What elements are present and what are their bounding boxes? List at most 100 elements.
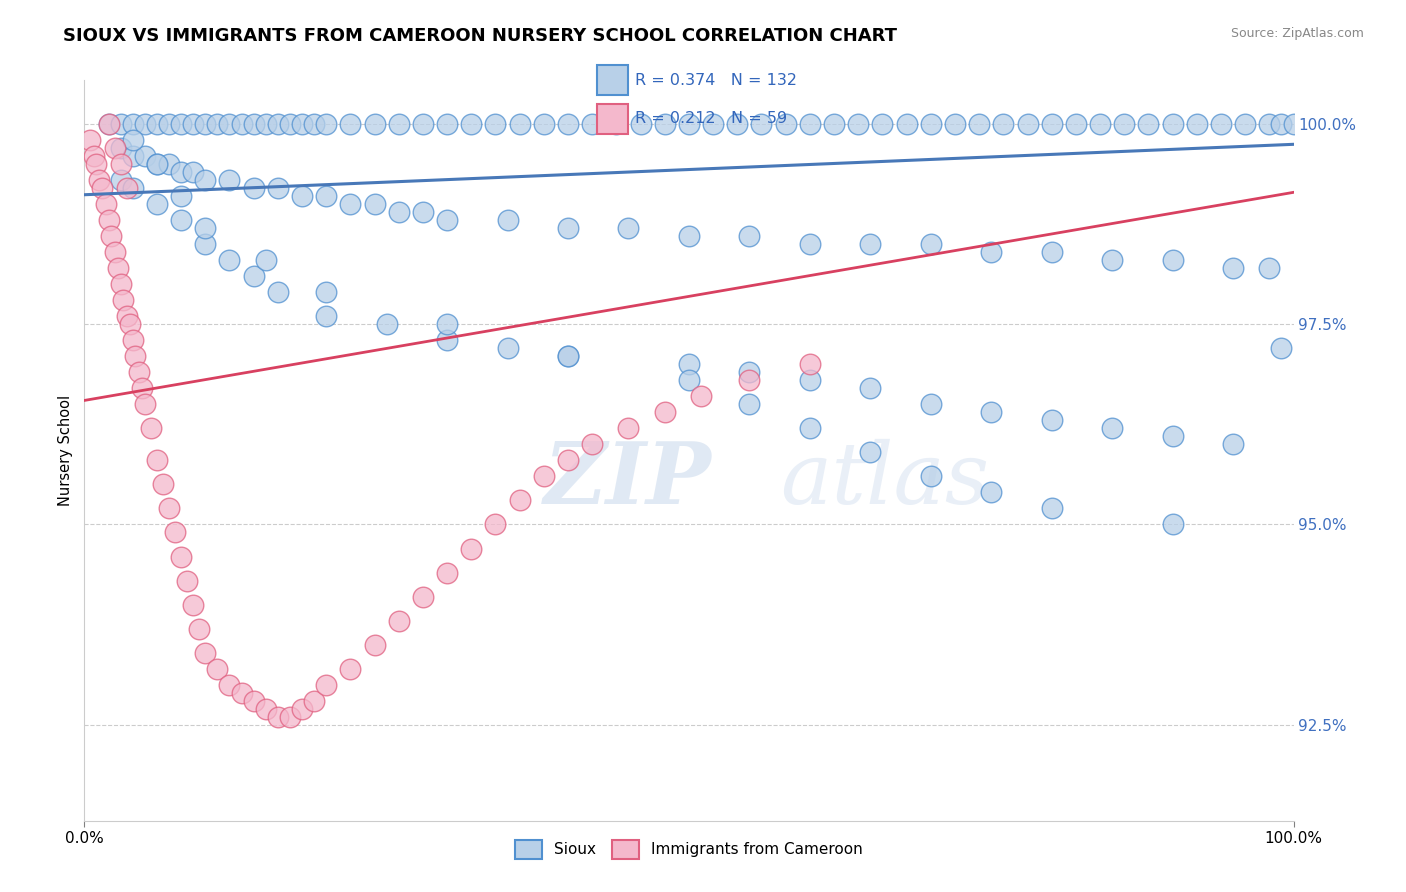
Point: [131, 381, 153, 395]
Point: [302, 693, 325, 707]
Point: [799, 117, 821, 131]
Point: [1088, 117, 1111, 131]
Point: [181, 165, 204, 179]
Point: [139, 421, 162, 435]
Point: [496, 342, 519, 356]
Point: [107, 261, 129, 276]
Point: [1040, 501, 1063, 516]
Point: [110, 117, 132, 131]
Point: [146, 157, 169, 171]
Point: [388, 614, 411, 628]
Point: [1222, 261, 1244, 276]
Point: [146, 453, 169, 467]
Point: [557, 350, 579, 364]
Point: [678, 117, 700, 131]
Point: [943, 117, 966, 131]
Point: [194, 117, 217, 131]
Point: [1064, 117, 1087, 131]
Point: [799, 421, 821, 435]
Point: [218, 173, 240, 187]
Point: [496, 213, 519, 227]
Point: [218, 677, 240, 691]
Point: [315, 285, 337, 300]
Point: [86, 157, 108, 171]
Point: [188, 622, 211, 636]
Point: [436, 566, 458, 580]
Bar: [596, 103, 627, 134]
Point: [83, 149, 105, 163]
Point: [751, 117, 773, 131]
Point: [176, 574, 198, 588]
Point: [278, 709, 301, 723]
Point: [97, 213, 120, 227]
Point: [1161, 429, 1184, 443]
Point: [859, 381, 882, 395]
Point: [315, 677, 337, 691]
Point: [291, 701, 314, 715]
Point: [242, 693, 264, 707]
Point: [738, 229, 761, 244]
Point: [157, 157, 180, 171]
Point: [980, 405, 1002, 419]
Point: [242, 117, 264, 131]
Point: [388, 117, 411, 131]
Text: SIOUX VS IMMIGRANTS FROM CAMEROON NURSERY SCHOOL CORRELATION CHART: SIOUX VS IMMIGRANTS FROM CAMEROON NURSER…: [63, 27, 897, 45]
Point: [557, 350, 579, 364]
Text: atlas: atlas: [780, 439, 988, 522]
Point: [1040, 117, 1063, 131]
Point: [254, 253, 277, 268]
Point: [557, 117, 579, 131]
Point: [1185, 117, 1208, 131]
Point: [1222, 437, 1244, 451]
Point: [104, 141, 127, 155]
Point: [110, 277, 132, 292]
Point: [104, 245, 127, 260]
Point: [218, 253, 240, 268]
Point: [315, 310, 337, 324]
Point: [170, 165, 193, 179]
Point: [1017, 117, 1039, 131]
Point: [823, 117, 845, 131]
Point: [242, 269, 264, 284]
Point: [91, 181, 114, 195]
Point: [121, 117, 143, 131]
Text: R = 0.212   N = 59: R = 0.212 N = 59: [636, 112, 787, 127]
Point: [231, 117, 253, 131]
Point: [1040, 245, 1063, 260]
Point: [967, 117, 990, 131]
Point: [134, 397, 156, 411]
Point: [194, 173, 217, 187]
Point: [581, 437, 603, 451]
Point: [460, 117, 482, 131]
Text: R = 0.374   N = 132: R = 0.374 N = 132: [636, 72, 797, 87]
Point: [112, 293, 135, 308]
Point: [121, 133, 143, 147]
Point: [254, 701, 277, 715]
Point: [207, 117, 229, 131]
Point: [920, 117, 942, 131]
Point: [872, 117, 894, 131]
Point: [218, 117, 240, 131]
Point: [194, 646, 217, 660]
Point: [291, 117, 314, 131]
Point: [120, 318, 142, 332]
Point: [896, 117, 918, 131]
Point: [1137, 117, 1160, 131]
Point: [509, 117, 531, 131]
Point: [152, 477, 174, 491]
Point: [94, 197, 117, 211]
Point: [194, 237, 217, 252]
Point: [630, 117, 652, 131]
Point: [315, 189, 337, 203]
Bar: [596, 65, 627, 95]
Point: [146, 117, 169, 131]
Point: [121, 149, 143, 163]
Point: [1114, 117, 1136, 131]
Point: [484, 517, 506, 532]
Point: [702, 117, 724, 131]
Point: [339, 197, 361, 211]
Point: [110, 141, 132, 155]
Point: [557, 453, 579, 467]
Point: [1282, 117, 1305, 131]
Point: [412, 205, 434, 219]
